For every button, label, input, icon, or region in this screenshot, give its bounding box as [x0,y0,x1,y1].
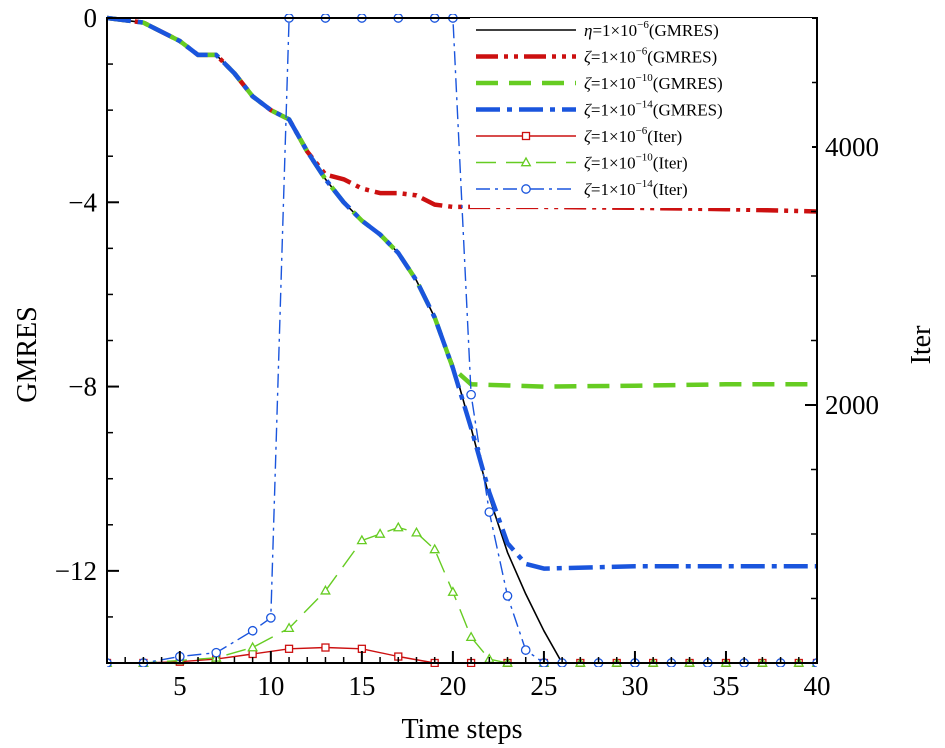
series-layer [107,14,817,667]
data-point-7-15 [502,591,513,601]
x-tick-label: 35 [712,671,739,701]
data-point-7-14 [484,507,495,517]
legend-label-3: ζ=1×10−10(GMRES) [584,72,723,93]
legend-label-5: ζ=1×10−6(Iter) [584,125,682,146]
x-tick-label: 40 [804,671,831,701]
legend-item-5: ζ=1×10−6(Iter) [476,125,682,146]
legend-marker-7 [521,184,531,194]
legend-item-2: ζ=1×10−6(GMRES) [476,46,717,67]
series-line-6 [107,526,817,664]
y-axis-title: GMRES [12,306,43,402]
legend-item-3: ζ=1×10−10(GMRES) [476,72,723,93]
data-point-6-10 [392,521,404,532]
data-point-6-5 [247,641,259,652]
data-point-7-4 [211,647,222,658]
data-point-5-7 [321,643,330,652]
y2-tick-label: 2000 [825,390,879,420]
x-tick-label: 25 [530,671,557,701]
series-4 [107,15,817,571]
y-tick-label: −4 [68,187,97,217]
data-point-6-13 [447,586,459,596]
data-point-7-13 [466,389,476,400]
y-tick-label: −8 [68,372,97,402]
x-axis-title: Time steps [401,714,522,745]
data-point-7-6 [265,612,276,623]
x-tick-label: 10 [257,671,284,701]
y2-axis-title: Iter [906,325,937,365]
legend-label-4: ζ=1×10−14(GMRES) [584,99,723,120]
y-tick-label: −12 [55,556,97,586]
legend-label-1: η=1×10−6(GMRES) [584,19,719,40]
y-tick-label: 0 [84,3,98,33]
data-point-6-8 [356,534,368,545]
legend-marker-5 [521,131,531,141]
legend-item-1: η=1×10−6(GMRES) [476,19,719,40]
data-point-6-14 [465,631,477,642]
data-point-5-5 [248,649,257,659]
legend-background [470,18,812,208]
legend: η=1×10−6(GMRES) ζ=1×10−6(GMRES) ζ=1×10−10(… [470,18,812,208]
data-point-7-16 [520,645,531,655]
data-point-6-7 [320,584,331,595]
x-tick-label: 30 [621,671,648,701]
legend-label-2: ζ=1×10−6(GMRES) [584,46,717,67]
legend-marker-6 [520,156,532,167]
legend-item-6: ζ=1×10−10(Iter) [476,152,688,173]
series-line-4 [107,15,817,571]
legend-label-7: ζ=1×10−14(Iter) [584,178,688,199]
data-point-6-6 [283,622,295,633]
x-tick-label: 15 [348,671,375,701]
x-tick-label: 5 [173,671,187,701]
y2-tick-label: 4000 [825,132,879,162]
legend-item-7: ζ=1×10−14(Iter) [476,178,688,199]
data-point-6-12 [429,543,441,554]
x-tick-label: 20 [439,671,466,701]
data-point-6-11 [411,526,422,537]
axes-layer: 5 10 15 20 25 30 35 40 0 −4 −8 −12 2000 4000 [55,3,879,701]
legend-label-6: ζ=1×10−10(Iter) [584,152,688,173]
series-6 [107,521,817,667]
data-point-7-5 [247,625,258,636]
data-point-6-9 [374,528,386,538]
legend-item-4: ζ=1×10−14(GMRES) [476,99,723,120]
data-point-5-6 [284,644,294,653]
